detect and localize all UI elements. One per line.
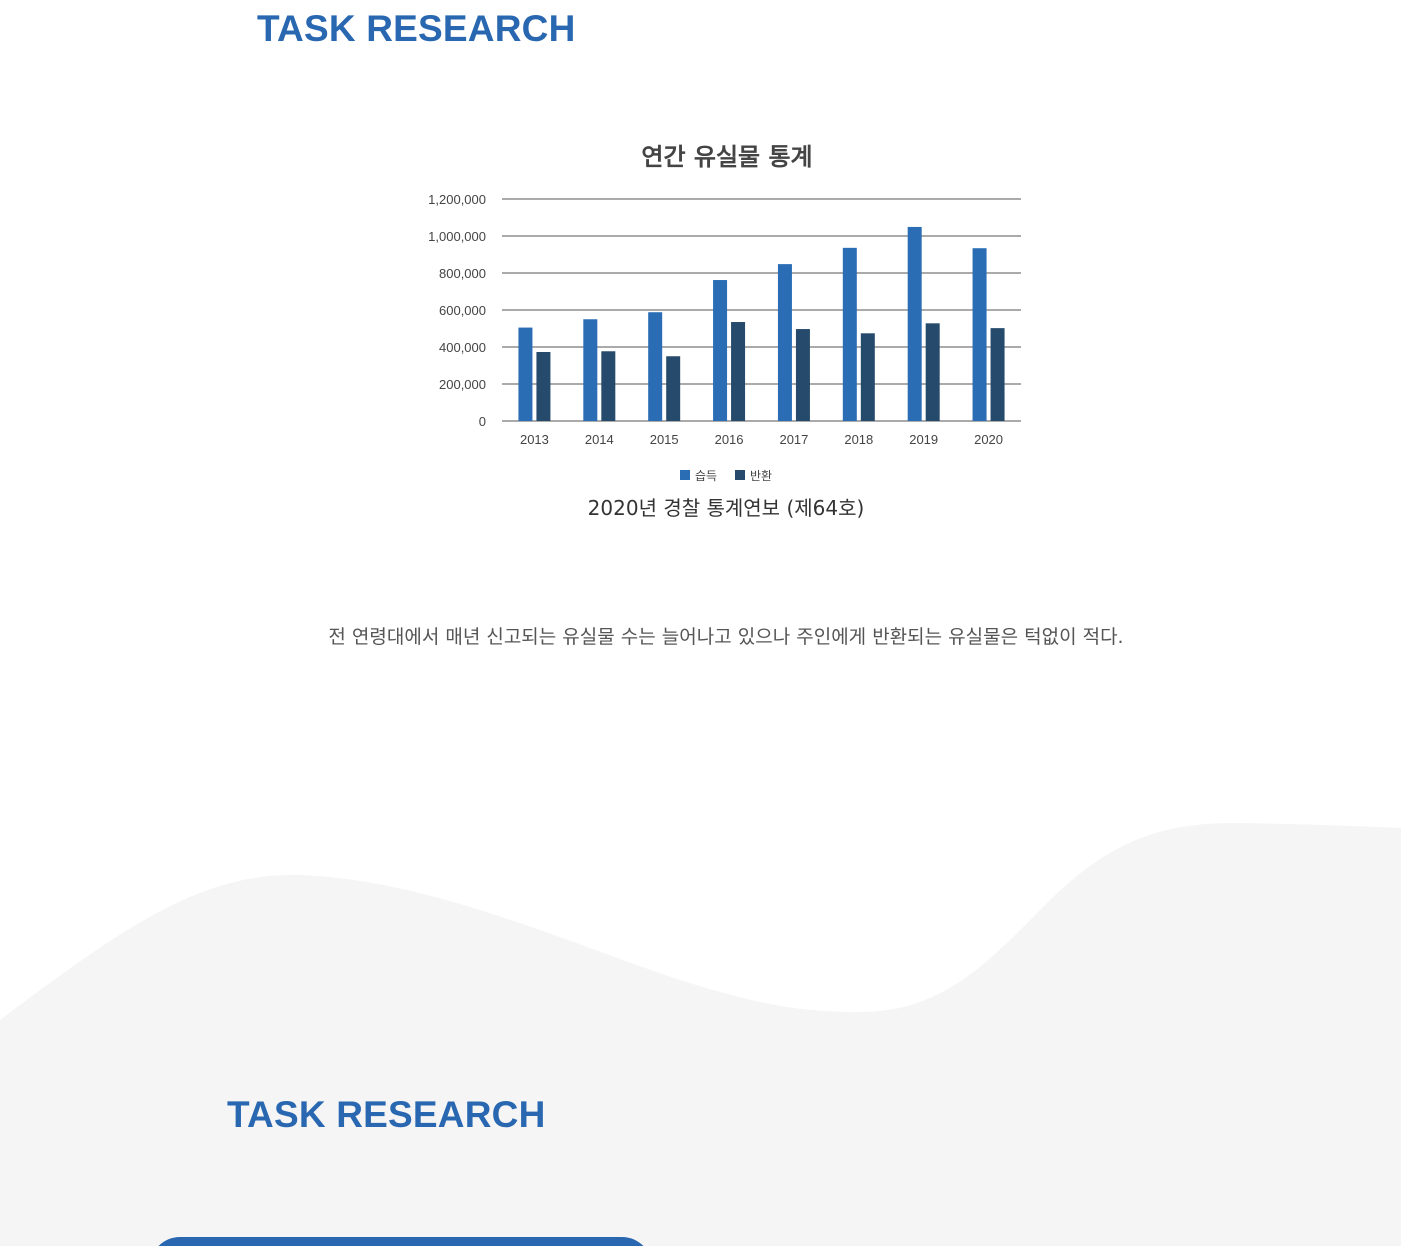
x-tick-label: 2015 xyxy=(650,432,679,447)
y-tick-label: 1,000,000 xyxy=(428,229,486,244)
bar-series-2 xyxy=(990,328,1005,421)
bar-series-1 xyxy=(842,247,857,421)
y-tick-label: 600,000 xyxy=(439,303,486,318)
bar-series-1 xyxy=(907,226,922,421)
bar-series-2 xyxy=(731,322,746,421)
x-tick-label: 2014 xyxy=(585,432,614,447)
x-tick-label: 2017 xyxy=(779,432,808,447)
x-tick-label: 2016 xyxy=(715,432,744,447)
x-tick-label: 2020 xyxy=(974,432,1003,447)
background-wave xyxy=(0,822,1401,1246)
bar-series-1 xyxy=(972,248,987,421)
legend-label: 반환 xyxy=(750,469,772,483)
legend-swatch xyxy=(680,470,690,480)
bar-series-2 xyxy=(666,356,681,421)
bar-series-2 xyxy=(925,323,940,421)
legend-swatch xyxy=(735,470,745,480)
bar-series-2 xyxy=(536,351,551,421)
x-tick-label: 2019 xyxy=(909,432,938,447)
section-title: TASK RESEARCH xyxy=(227,1094,546,1135)
wave-shape xyxy=(0,822,1401,1246)
y-tick-label: 0 xyxy=(479,414,486,429)
bar-series-1 xyxy=(583,319,598,421)
chart-title: 연간 유실물 통계 xyxy=(641,143,812,171)
lost-items-bar-chart: 연간 유실물 통계 0 200,000 400,000 600,000 800,000 1,… xyxy=(428,143,1021,483)
pill-button[interactable] xyxy=(150,1237,652,1246)
bar-series-1 xyxy=(648,312,663,421)
y-tick-label: 800,000 xyxy=(439,266,486,281)
bar-series-1 xyxy=(713,280,728,421)
x-tick-label: 2018 xyxy=(844,432,873,447)
y-tick-label: 400,000 xyxy=(439,340,486,355)
bar-series-2 xyxy=(795,329,810,421)
bar-series-1 xyxy=(777,264,792,421)
y-tick-label: 1,200,000 xyxy=(428,192,486,207)
legend-label: 습득 xyxy=(695,469,717,483)
x-tick-label: 2013 xyxy=(520,432,549,447)
y-tick-label: 200,000 xyxy=(439,377,486,392)
section-title: TASK RESEARCH xyxy=(257,8,576,49)
bar-series-2 xyxy=(860,333,875,421)
chart-source-caption: 2020년 경찰 통계연보 (제64호) xyxy=(587,496,865,520)
bar-series-1 xyxy=(518,327,533,421)
description-text: 전 연령대에서 매년 신고되는 유실물 수는 늘어나고 있으나 주인에게 반환되… xyxy=(328,626,1124,648)
bar-series-2 xyxy=(601,351,616,421)
